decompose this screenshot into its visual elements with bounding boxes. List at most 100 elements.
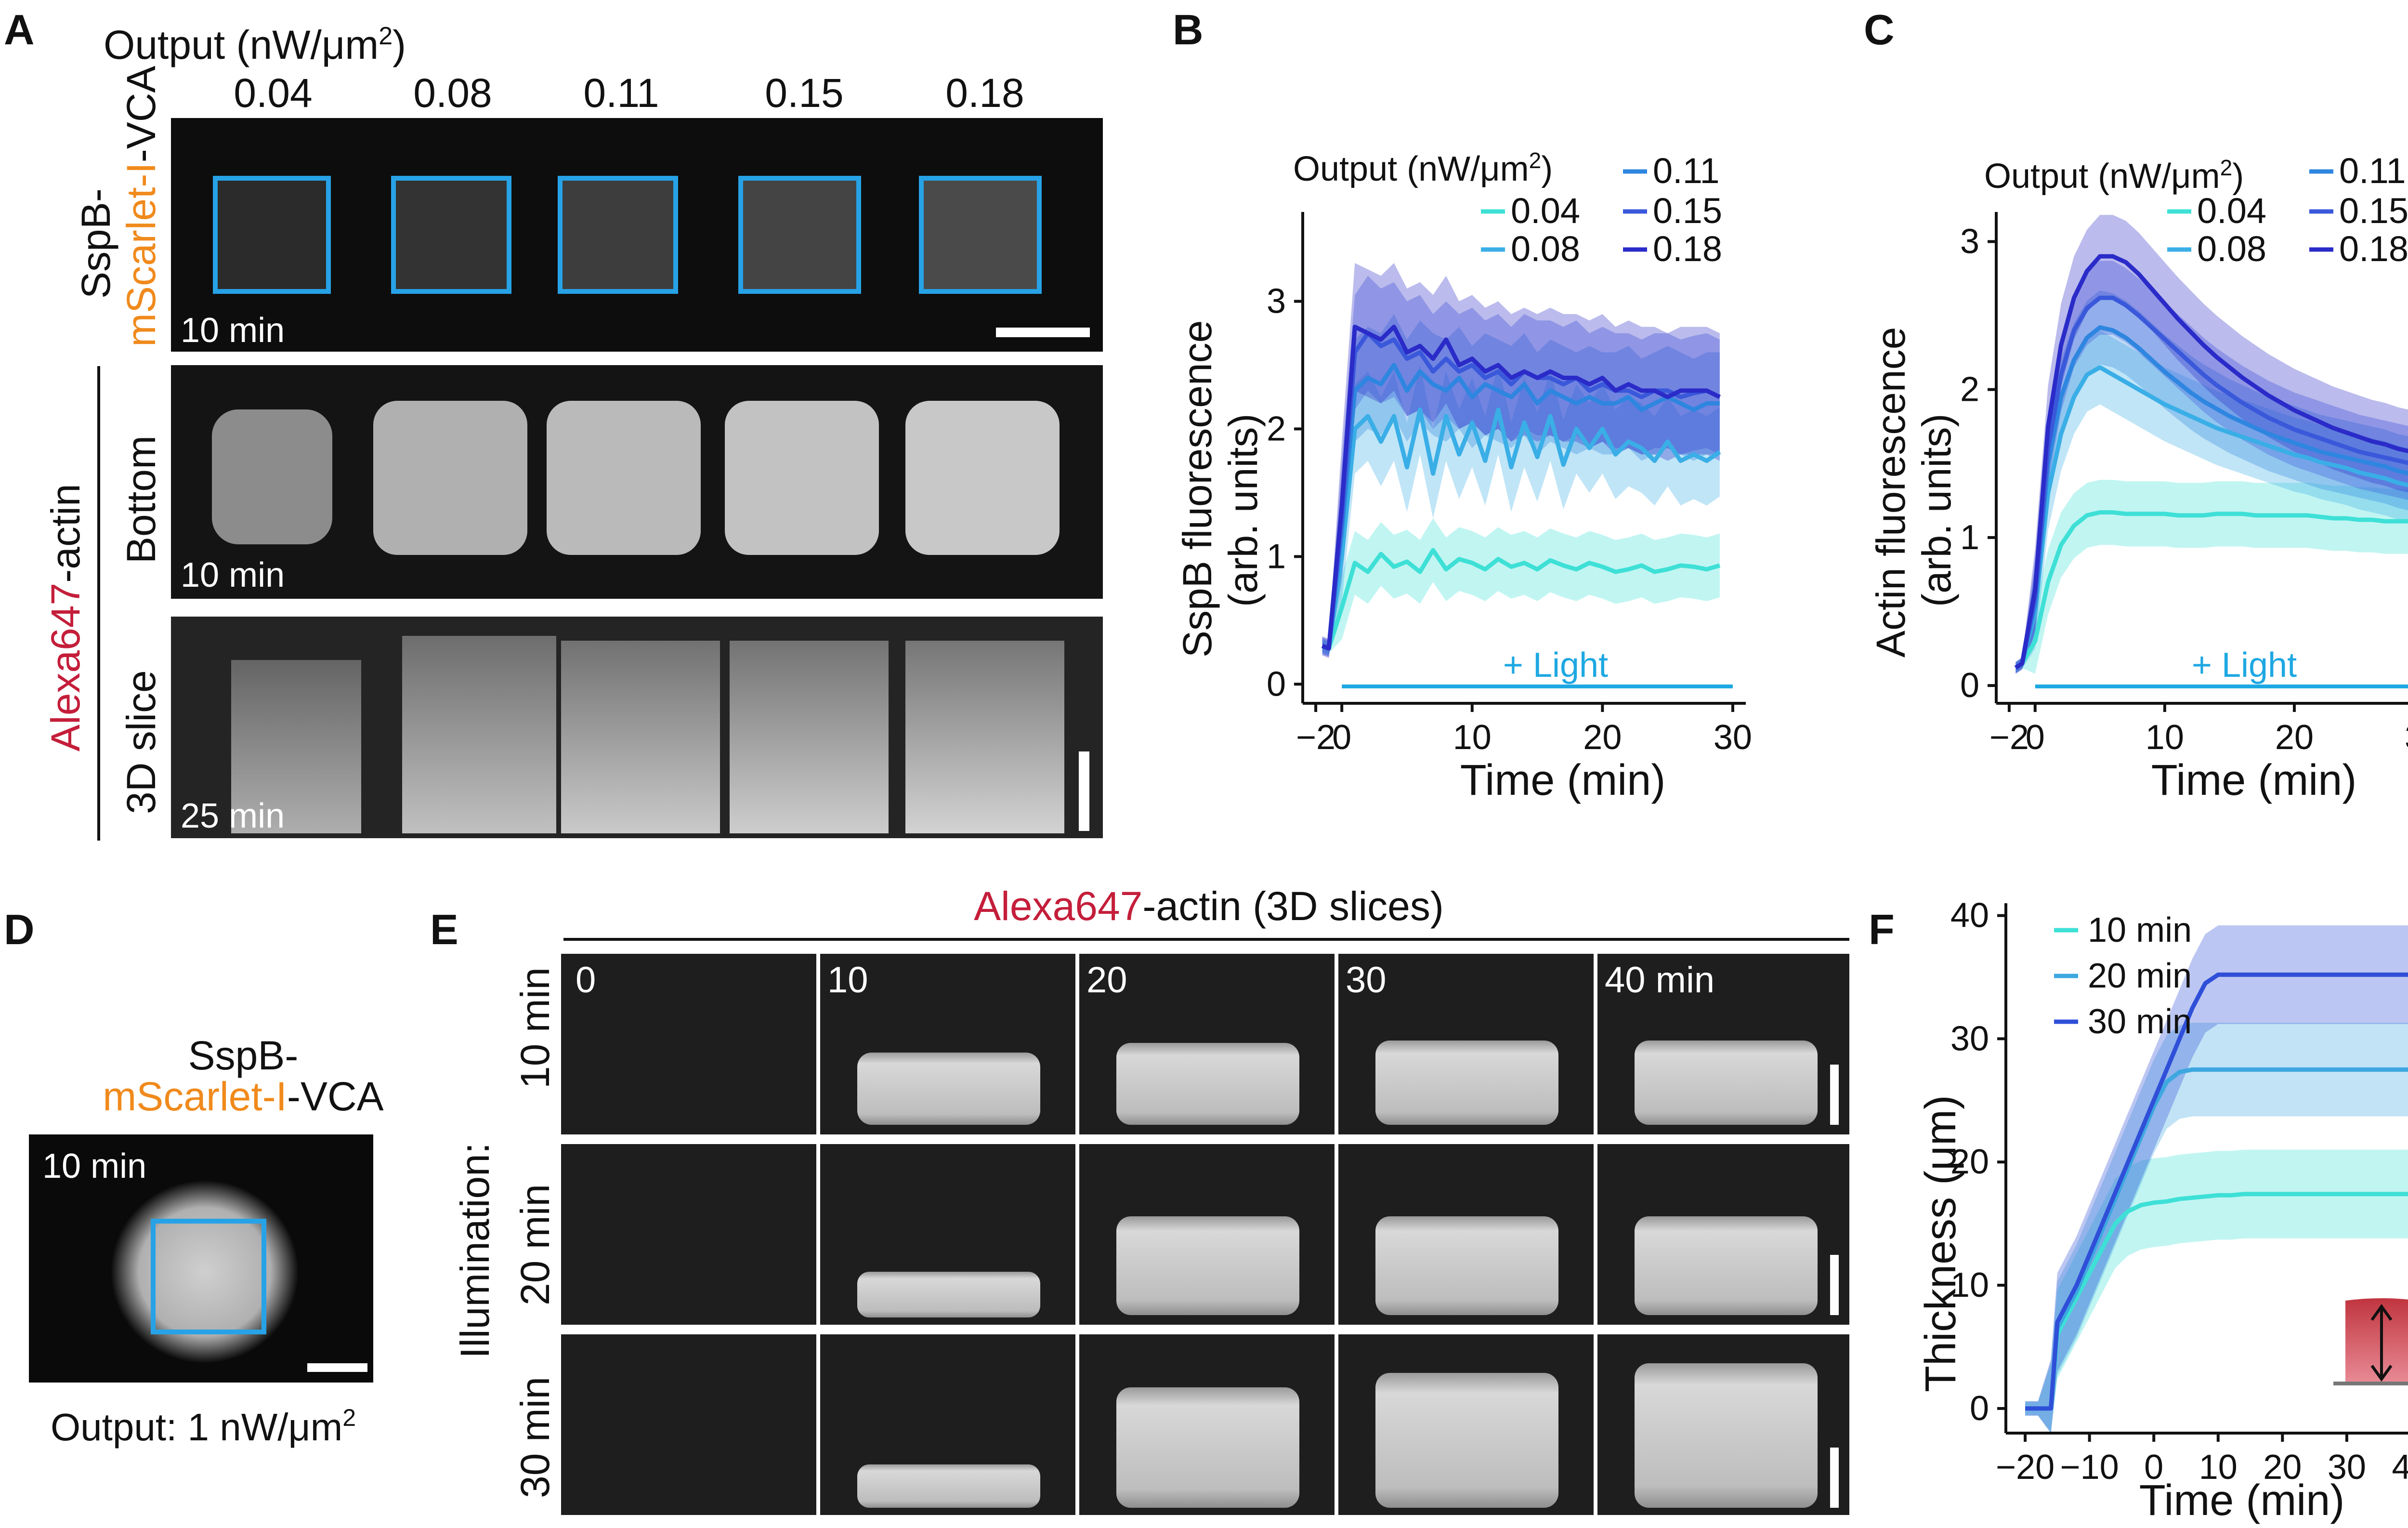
d-image: 10 min	[29, 1134, 373, 1383]
a-row3-image: 25 min	[171, 617, 1103, 838]
b-legend: 0.11 0.04 0.15 0.08 0.18	[1481, 151, 1722, 269]
x-tick-label: 20	[2275, 718, 2314, 757]
panel-e: E Alexa647-actin (3D slices) Illuminatio…	[430, 883, 1849, 1517]
series-line-0-18	[1321, 324, 1721, 651]
band-0-11	[2015, 290, 2408, 673]
series-line-0-15	[2014, 295, 2408, 670]
c-legend-title-close: )	[2232, 157, 2244, 196]
c-ylabel-2: (arb. units)	[1914, 414, 1959, 607]
d-title: mScarlet-I-VCA	[103, 1074, 383, 1119]
panel-c-label: C	[1864, 6, 1895, 53]
c-ylabel-1: Actin fluorescence	[1868, 327, 1913, 658]
y-tick-label: 0	[1267, 665, 1286, 703]
e-timepoint: 10	[827, 960, 868, 1001]
d-time: 10 min	[42, 1147, 146, 1186]
x-tick-label: 0	[1332, 718, 1351, 757]
legend-label: 0.04	[1511, 191, 1580, 231]
e-illumination-label: Illumination:	[452, 1143, 497, 1358]
b-legend-title-close: )	[1541, 150, 1553, 188]
series-line-10-min	[2025, 1192, 2408, 1411]
x-tick-label: −2	[1989, 718, 2029, 757]
f-xlabel: Time (min)	[2139, 1476, 2345, 1525]
e-row-label: 10 min	[512, 967, 558, 1089]
legend-label: 0.08	[1511, 229, 1580, 269]
panel-f: F Thickness (μm) Time (min) 0 10 20 30 40 −20…	[1869, 896, 2408, 1525]
a-row3-time: 25 min	[181, 797, 285, 835]
series-line-0-08	[2014, 365, 2408, 670]
band-0-04	[2015, 480, 2408, 674]
x-tick-label: 10	[1453, 718, 1492, 757]
band-0-08	[2015, 330, 2408, 673]
c-xlabel: Time (min)	[2151, 756, 2357, 804]
panel-a: A Output (nW/μm2) 0.04 0.08 0.11 0.15 0.…	[4, 6, 1103, 841]
e-scale-bar	[1830, 1255, 1839, 1315]
a-row1-label-top: SspB-	[73, 188, 118, 299]
x-tick-label: 0	[2026, 718, 2045, 757]
e-timepoint: 40 min	[1605, 960, 1714, 1001]
output-title-sup: 2	[379, 22, 393, 50]
b-ylabel-2: (arb. units)	[1220, 414, 1266, 607]
legend-label: 20 min	[2088, 957, 2192, 995]
c-legend-title-sup: 2	[2220, 155, 2233, 180]
a-row1-time: 10 min	[181, 311, 285, 350]
d-title-top: SspB-	[188, 1033, 299, 1078]
x-tick-label: 20	[1583, 718, 1622, 757]
band-0-15	[2015, 261, 2408, 673]
legend-label: 0.18	[2339, 229, 2408, 269]
e-grid: 0 10 20 30 40 min	[561, 951, 1849, 1517]
panel-c: C Actin fluorescence (arb. units) Time (…	[1864, 6, 2408, 804]
series-line-20-min	[2025, 1067, 2408, 1411]
panel-d-label: D	[4, 906, 35, 953]
x-tick-label: 20	[2263, 1448, 2302, 1487]
legend-label: 0.15	[1653, 191, 1722, 231]
output-title-text: Output (nW/μm	[104, 22, 379, 67]
series-line-0-08	[1321, 408, 1721, 651]
legend-label: 0.18	[1653, 229, 1722, 269]
e-row-label: 30 min	[512, 1377, 558, 1498]
a-row2-label: Bottom	[118, 435, 164, 564]
x-tick-label: −20	[1996, 1448, 2055, 1487]
scale-bar	[996, 328, 1090, 337]
a-row2-time: 10 min	[181, 556, 285, 594]
a-row3-label: 3D slice	[118, 670, 164, 814]
panel-b: B SspB fluorescence (arb. units) Time (m…	[1173, 6, 1752, 804]
panel-a-output-title: Output (nW/μm2)	[104, 22, 406, 67]
x-tick-label: 0	[2144, 1448, 2163, 1487]
f-ylabel: Thickness (μm)	[1917, 1095, 1965, 1392]
d-vca-label: -VCA	[287, 1074, 384, 1119]
legend-label: 0.11	[1653, 151, 1720, 191]
alexa647-label: Alexa647	[43, 583, 88, 751]
x-tick-label: 40	[2392, 1448, 2408, 1487]
x-tick-label: −2	[1296, 718, 1335, 757]
b-legend-title: Output (nW/μm2)	[1293, 148, 1553, 188]
c-legend: 0.11 0.04 0.15 0.08 0.18	[2167, 151, 2408, 269]
legend-label: 30 min	[2088, 1002, 2192, 1041]
y-tick-label: 20	[1950, 1143, 1989, 1181]
e-header-rest: -actin (3D slices)	[1142, 883, 1443, 929]
f-legend: 10 min 20 min 30 min	[2054, 911, 2192, 1041]
output-title-close: )	[393, 22, 406, 67]
series-line-0-11	[2014, 325, 2408, 670]
y-tick-label: 2	[1960, 370, 1979, 409]
band-0-08	[1322, 365, 1720, 655]
b-legend-title-text: Output (nW/μm	[1293, 150, 1529, 188]
vca-label: -VCA	[118, 66, 164, 163]
d-output-text: Output: 1 nW/μm	[51, 1406, 342, 1449]
output-value: 0.15	[765, 70, 844, 116]
legend-label: 0.04	[2197, 191, 2266, 231]
e-row-label: 20 min	[512, 1184, 558, 1305]
actin-label: -actin	[43, 484, 88, 582]
e-scale-bar	[1830, 1448, 1839, 1508]
y-tick-label: 10	[1950, 1266, 1989, 1304]
b-light-label: + Light	[1503, 646, 1608, 685]
x-tick-label: −10	[2060, 1448, 2119, 1487]
x-tick-label: 10	[2199, 1448, 2238, 1487]
b-legend-title-sup: 2	[1529, 148, 1542, 173]
a-row2-image: 10 min	[171, 365, 1103, 599]
series-line-0-18	[2014, 254, 2408, 670]
panel-f-label: F	[1869, 906, 1895, 953]
e-timepoint: 20	[1086, 960, 1127, 1001]
